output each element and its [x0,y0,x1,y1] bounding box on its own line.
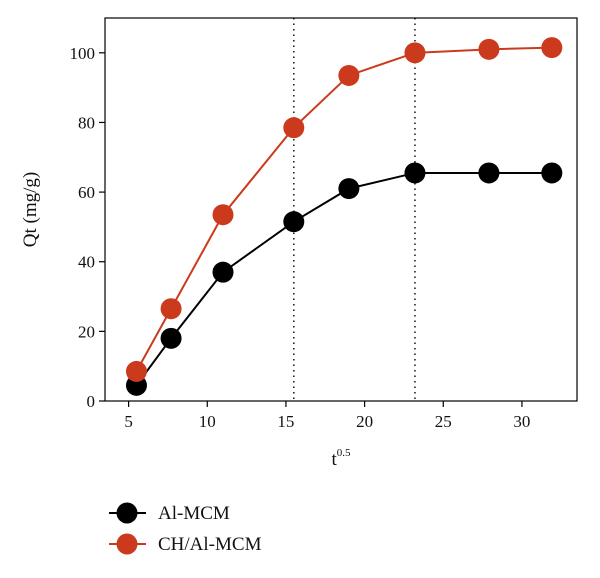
series-1 [125,37,563,382]
data-point [160,298,182,320]
data-point [283,211,305,233]
y-tick-label: 0 [87,392,96,411]
x-tick-label: 15 [277,412,294,431]
x-tick-label: 5 [124,412,133,431]
series-line [135,46,552,372]
legend-label: Al-MCM [158,503,230,524]
data-point [338,64,360,86]
y-tick-label: 20 [78,322,95,341]
data-point [338,178,360,200]
data-point [541,162,563,184]
legend: Al-MCM CH/Al-MCM [109,502,262,555]
y-tick-label: 40 [78,253,95,272]
legend-marker [116,502,138,524]
plot-frame [104,17,578,402]
x-axis-label: t0.5 [331,447,351,470]
series-layer [125,37,563,396]
axis-ticks: 5 10 15 20 25 30 0 20 40 60 80 100 [70,44,531,431]
data-point [478,162,500,184]
legend-item-0: Al-MCM [109,502,230,524]
y-tick-label: 80 [78,113,95,132]
reference-lines [292,18,416,401]
legend-marker [116,533,138,555]
data-point [212,261,234,283]
data-point [404,162,426,184]
data-point [160,327,182,349]
y-axis-label: Qt (mg/g) [20,172,41,247]
x-tick-label: 25 [435,412,452,431]
data-point [541,37,563,59]
legend-item-1: CH/Al-MCM [109,533,262,555]
x-tick-label: 30 [513,412,530,431]
legend-label: CH/Al-MCM [158,534,262,555]
x-tick-label: 20 [356,412,373,431]
data-point [283,117,305,139]
data-point [125,360,147,382]
data-point [212,204,234,226]
y-tick-label: 60 [78,183,95,202]
data-point [478,38,500,60]
series-0 [125,162,563,396]
x-tick-label: 10 [199,412,216,431]
x-axis-label-base: t [331,449,337,470]
data-point [404,42,426,64]
series-line [135,171,552,386]
x-axis-label-superscript: 0.5 [337,447,351,459]
y-tick-label: 100 [70,44,96,63]
